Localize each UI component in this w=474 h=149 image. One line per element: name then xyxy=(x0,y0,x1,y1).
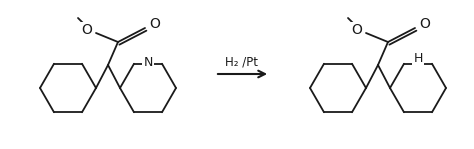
Text: H₂ /Pt: H₂ /Pt xyxy=(226,55,258,69)
Text: H: H xyxy=(413,52,423,65)
Text: O: O xyxy=(82,23,92,37)
Text: N: N xyxy=(143,56,153,69)
Text: O: O xyxy=(150,17,160,31)
Text: O: O xyxy=(419,17,430,31)
Text: O: O xyxy=(352,23,363,37)
